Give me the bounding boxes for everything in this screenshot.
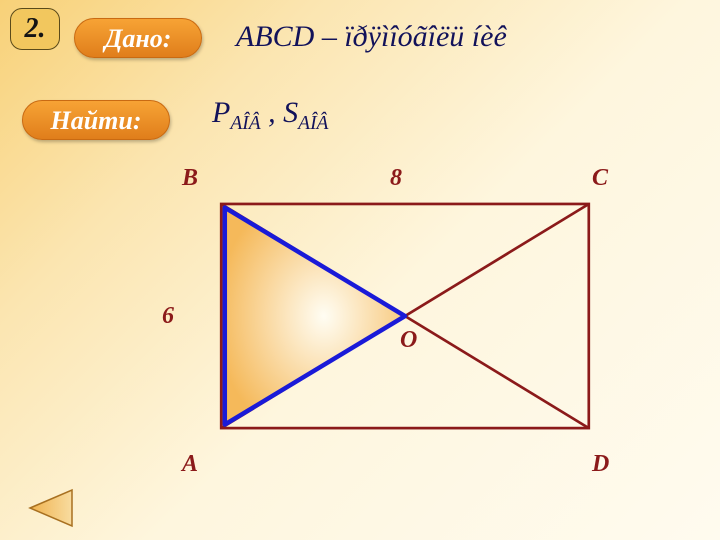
geometry-diagram: ABCDO86: [190, 195, 620, 455]
problem-number-badge: 2.: [10, 8, 60, 50]
elabel-6: 6: [162, 303, 174, 330]
given-badge-text: Дано:: [105, 24, 172, 53]
nav-back-button[interactable]: [28, 488, 74, 528]
vlabel-O: O: [400, 327, 417, 354]
vlabel-A: A: [182, 451, 198, 478]
diagram-svg: [190, 195, 620, 455]
find-badge-text: Найти:: [50, 106, 141, 135]
vlabel-D: D: [592, 451, 609, 478]
vlabel-C: C: [592, 165, 608, 192]
find-math-expression: PAÎÂ , SAÎÂ: [212, 96, 328, 135]
vlabel-B: B: [182, 165, 198, 192]
find-badge: Найти:: [22, 100, 170, 140]
given-math-expression: ABCD – ïðÿìîóãîëü íèê: [236, 20, 507, 54]
elabel-8: 8: [390, 165, 402, 192]
given-badge: Дано:: [74, 18, 202, 58]
problem-number-text: 2.: [25, 13, 46, 44]
